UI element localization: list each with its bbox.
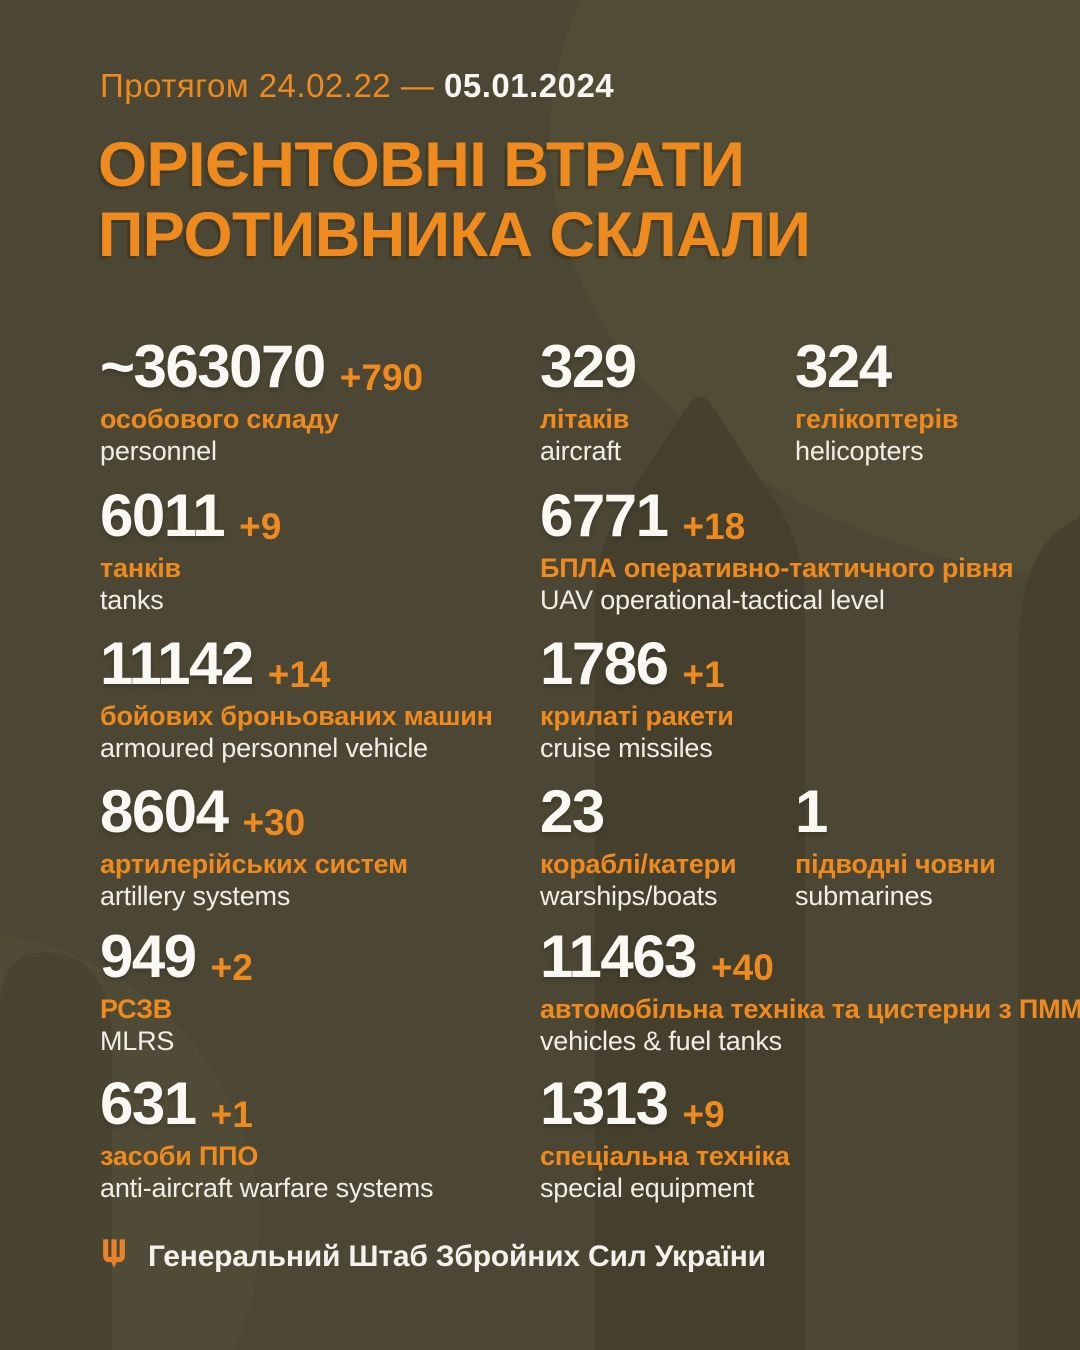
stat-label-uk: БПЛА оперативно-тактичного рівня bbox=[540, 553, 1014, 583]
stat-delta: +2 bbox=[210, 947, 253, 988]
stat-armoured-vehicles: 11142 +14 бойових броньованих машин armou… bbox=[100, 634, 493, 764]
stat-label-uk: гелікоптерів bbox=[795, 404, 959, 434]
stat-label-en: artillery systems bbox=[100, 881, 291, 911]
stat-label-en: vehicles & fuel tanks bbox=[540, 1026, 782, 1056]
stat-delta: +9 bbox=[682, 1094, 725, 1135]
stat-warships: 23 кораблі/катери warships/boats bbox=[540, 778, 737, 912]
stat-mlrs: 949 +2 РСЗВ MLRS bbox=[100, 927, 253, 1057]
stat-submarines: 1 підводні човни submarines bbox=[795, 782, 996, 912]
stat-label-en: armoured personnel vehicle bbox=[100, 733, 428, 763]
stat-label-en: special equipment bbox=[540, 1173, 755, 1203]
stat-vehicles-fuel-tanks: 11463 +40 автомобільна техніка та цистерн… bbox=[540, 927, 1080, 1057]
stat-value: 6011 bbox=[100, 482, 226, 549]
stat-value: 11463 bbox=[540, 923, 698, 990]
stat-label-uk: крилаті ракети bbox=[540, 701, 734, 731]
stat-delta: +1 bbox=[682, 654, 725, 695]
stat-delta: +14 bbox=[267, 654, 331, 695]
stat-delta: +1 bbox=[210, 1094, 253, 1135]
stat-label-en: submarines bbox=[795, 881, 933, 911]
title-line-1: ОРІЄНТОВНІ ВТРАТИ bbox=[98, 130, 745, 200]
tryzub-icon bbox=[103, 1239, 125, 1268]
stat-label-uk: кораблі/катери bbox=[540, 849, 737, 879]
stat-value: 631 bbox=[100, 1070, 197, 1137]
stat-label-en: anti-aircraft warfare systems bbox=[100, 1173, 434, 1203]
stat-label-en: cruise missiles bbox=[540, 733, 713, 763]
stat-label-en: aircraft bbox=[540, 436, 621, 466]
stat-value: 949 bbox=[100, 923, 197, 990]
stat-label-en: helicopters bbox=[795, 436, 924, 466]
stat-value: 1313 bbox=[540, 1070, 669, 1137]
stat-anti-aircraft: 631 +1 засоби ППО anti-aircraft warfare s… bbox=[100, 1074, 433, 1204]
stat-label-uk: автомобільна техніка та цистерни з ПММ bbox=[540, 994, 1080, 1024]
stat-delta: +790 bbox=[339, 357, 424, 398]
stat-label-uk: танків bbox=[100, 553, 181, 583]
stat-value: 329 bbox=[540, 333, 637, 400]
stat-label-uk: спеціальна техніка bbox=[540, 1141, 790, 1171]
stat-cruise-missiles: 1786 +1 крилаті ракети cruise missiles bbox=[540, 634, 734, 764]
stat-delta: +9 bbox=[239, 506, 282, 547]
stat-label-uk: особового складу bbox=[100, 404, 339, 434]
stat-value: 11142 bbox=[100, 630, 254, 697]
stat-value: 1786 bbox=[540, 630, 669, 697]
stat-label-uk: літаків bbox=[540, 404, 630, 434]
stat-label-uk: РСЗВ bbox=[100, 994, 173, 1024]
stat-label-en: MLRS bbox=[100, 1026, 175, 1056]
stat-value: 23 bbox=[540, 778, 605, 845]
title-line-2: ПРОТИВНИКА СКЛАЛИ bbox=[98, 200, 811, 270]
period-from: Протягом 24.02.22 — bbox=[100, 67, 435, 104]
stat-delta: +18 bbox=[682, 506, 746, 547]
stat-aircraft: 329 літаків aircraft bbox=[540, 333, 637, 467]
stat-personnel: ~363070 +790 особового складу personnel bbox=[100, 337, 423, 467]
stat-label-en: tanks bbox=[100, 585, 164, 615]
stat-delta: +40 bbox=[711, 947, 774, 988]
stat-helicopters: 324 гелікоптерів helicopters bbox=[795, 333, 959, 467]
stat-tanks: 6011 +9 танків tanks bbox=[100, 486, 281, 616]
stat-delta: +30 bbox=[242, 802, 306, 843]
stat-value: 1 bbox=[795, 778, 828, 845]
stat-label-uk: підводні човни bbox=[795, 849, 996, 879]
stat-label-uk: засоби ППО bbox=[100, 1141, 259, 1171]
footer: Генеральний Штаб Збройних Сил України bbox=[100, 1238, 766, 1276]
stat-value: 8604 bbox=[100, 778, 229, 845]
stat-label-en: personnel bbox=[100, 436, 217, 466]
period-to: 05.01.2024 bbox=[444, 67, 615, 104]
stat-label-uk: артилерійських систем bbox=[100, 849, 408, 879]
stat-label-en: warships/boats bbox=[540, 881, 718, 911]
page-title: ОРІЄНТОВНІ ВТРАТИ ПРОТИВНИКА СКЛАЛИ bbox=[98, 130, 811, 270]
stat-special-equipment: 1313 +9 спеціальна техніка special equipm… bbox=[540, 1074, 790, 1204]
stat-artillery: 8604 +30 артилерійських систем artillery … bbox=[100, 782, 408, 912]
stat-value: 6771 bbox=[540, 482, 669, 549]
stat-label-en: UAV operational-tactical level bbox=[540, 585, 885, 615]
stat-label-uk: бойових броньованих машин bbox=[100, 701, 493, 731]
stat-value: ~363070 bbox=[100, 333, 326, 400]
stat-value: 324 bbox=[795, 333, 892, 400]
stat-uav: 6771 +18 БПЛА оперативно-тактичного рівня… bbox=[540, 482, 1014, 616]
footer-org-name: Генеральний Штаб Збройних Сил України bbox=[148, 1240, 766, 1273]
report-period: Протягом 24.02.22 — 05.01.2024 bbox=[100, 66, 614, 106]
